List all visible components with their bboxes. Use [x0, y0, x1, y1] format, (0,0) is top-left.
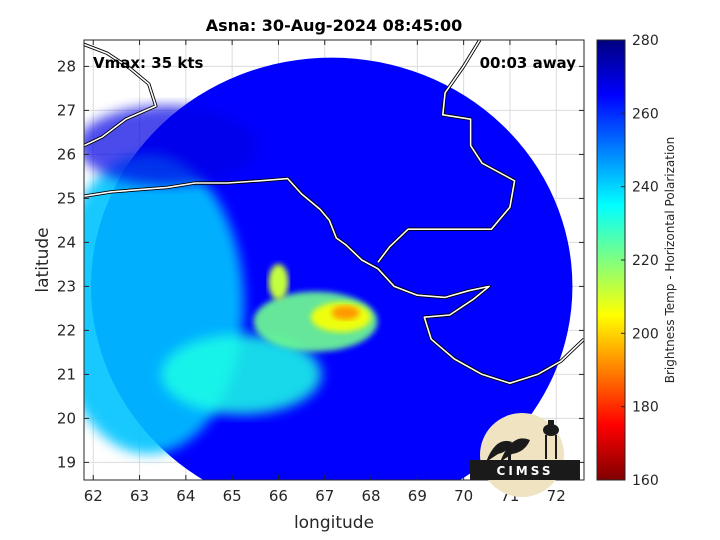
core-inner	[331, 305, 360, 320]
y-tick-label: 22	[57, 321, 76, 339]
colorbar-tick-label: 280	[632, 33, 659, 49]
southern-spiral-band	[161, 334, 322, 415]
x-axis: 62 63 64 65 66 67 68 69 70 71 72	[84, 40, 566, 505]
land-north-tone	[84, 105, 258, 186]
y-tick-label: 26	[57, 145, 76, 163]
plot-frame	[83, 39, 585, 481]
logo-text: CIMSS	[497, 464, 554, 478]
time-away-annotation: 00:03 away	[480, 54, 577, 72]
x-tick-label: 64	[176, 487, 195, 505]
y-tick-label: 25	[57, 189, 76, 207]
swath-layer	[84, 40, 584, 480]
x-axis-label: longitude	[294, 513, 374, 533]
border-line	[84, 43, 157, 147]
y-tick-label: 27	[57, 101, 76, 119]
y-axis-label: latitude	[33, 227, 53, 292]
x-tick-label: 62	[84, 487, 103, 505]
y-tick-label: 23	[57, 277, 76, 295]
colorbar	[596, 39, 626, 481]
y-tick-label: 19	[57, 453, 76, 471]
coastline	[84, 177, 584, 385]
x-tick-label: 70	[454, 487, 473, 505]
x-tick-label: 67	[315, 487, 334, 505]
y-tick-label: 20	[57, 409, 76, 427]
border-line	[377, 40, 516, 263]
y-tick-label: 28	[57, 57, 76, 75]
x-tick-label: 63	[130, 487, 149, 505]
colorbar-tick-label: 260	[632, 106, 659, 122]
north-band-spot	[268, 264, 289, 300]
colorbar-tick-label: 220	[632, 253, 659, 269]
x-tick-label: 72	[547, 487, 566, 505]
x-tick-label: 68	[361, 487, 380, 505]
colorbar-tick-label: 160	[632, 473, 659, 489]
cimss-logo: CIMSS	[470, 413, 580, 497]
colorbar-tick-label: 180	[632, 400, 659, 416]
vmax-annotation: Vmax: 35 kts	[93, 54, 203, 72]
colorbar-label: Brightness Temp - Horizontal Polarizatio…	[663, 137, 677, 384]
y-axis: 19 20 21 22 23 24 25 26 27 28	[57, 57, 584, 471]
colorbar-tick-label: 200	[632, 326, 659, 342]
x-tick-label: 66	[269, 487, 288, 505]
y-tick-label: 21	[57, 365, 76, 383]
colorbar-ticks: 160 180 200 220 240 260 280	[621, 33, 659, 489]
x-tick-label: 69	[408, 487, 427, 505]
y-tick-label: 24	[57, 233, 76, 251]
x-tick-label: 65	[223, 487, 242, 505]
chart-title: Asna: 30-Aug-2024 08:45:00	[206, 16, 463, 35]
colorbar-tick-label: 240	[632, 180, 659, 196]
